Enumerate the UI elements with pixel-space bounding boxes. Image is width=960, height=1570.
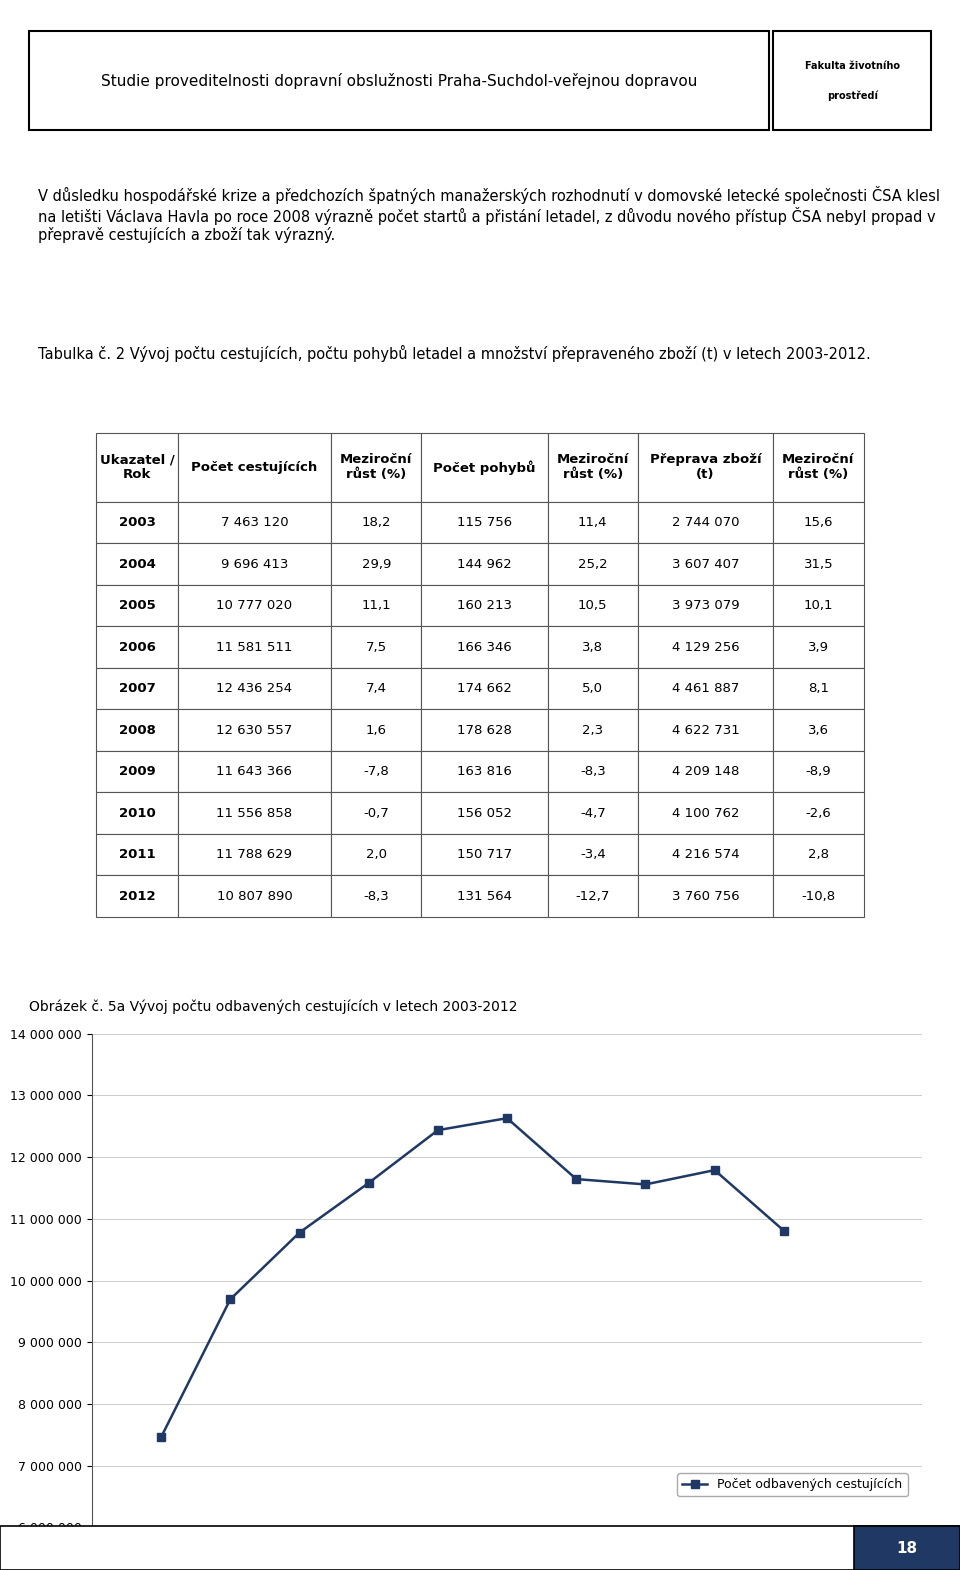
Text: Obrázek č. 5a Vývoj počtu odbavených cestujících v letech 2003-2012: Obrázek č. 5a Vývoj počtu odbavených ces… [29,1000,517,1014]
Text: prostředí: prostředí [827,89,877,100]
Text: 18: 18 [897,1540,918,1556]
FancyBboxPatch shape [0,1526,960,1570]
Text: V důsledku hospodářské krize a předchozích špatných manažerských rozhodnutí v do: V důsledku hospodářské krize a předchozí… [37,185,940,243]
FancyBboxPatch shape [29,31,769,130]
FancyBboxPatch shape [854,1526,960,1570]
Text: Fakulta životního: Fakulta životního [804,61,900,71]
FancyBboxPatch shape [773,31,931,130]
Text: Studie proveditelnosti dopravní obslužnosti Praha-Suchdol-veřejnou dopravou: Studie proveditelnosti dopravní obslužno… [101,72,697,88]
Text: Tabulka č. 2 Vývoj počtu cestujících, počtu pohybů letadel a množství přepravené: Tabulka č. 2 Vývoj počtu cestujících, po… [37,345,871,361]
